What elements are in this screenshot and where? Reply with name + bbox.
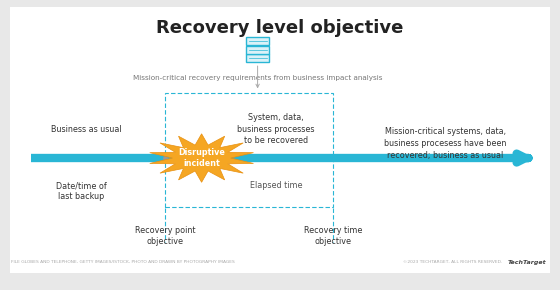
Text: Elapsed time: Elapsed time	[250, 181, 302, 190]
Text: Business as usual: Business as usual	[52, 124, 122, 134]
Text: FILE GLOBES AND TELEPHONE, GETTY IMAGES/ISTOCK, PHOTO AND DRAWN BY PHOTOGRAPHY I: FILE GLOBES AND TELEPHONE, GETTY IMAGES/…	[11, 260, 235, 264]
Text: Mission-critical systems, data,
business procesess have been
recovered; business: Mission-critical systems, data, business…	[384, 127, 506, 160]
Text: Recovery level objective: Recovery level objective	[156, 19, 404, 37]
Text: Disruptive
incident: Disruptive incident	[178, 148, 225, 168]
Bar	[165, 93, 333, 207]
Text: Mission-critical recovery requirements from business impact analysis: Mission-critical recovery requirements f…	[133, 75, 382, 81]
FancyBboxPatch shape	[246, 54, 269, 62]
Text: System, data,
business processes
to be recovered: System, data, business processes to be r…	[237, 113, 315, 145]
Text: ©2023 TECHTARGET, ALL RIGHTS RESERVED.: ©2023 TECHTARGET, ALL RIGHTS RESERVED.	[403, 260, 502, 264]
Text: Recovery point
objective: Recovery point objective	[135, 226, 195, 246]
FancyBboxPatch shape	[246, 46, 269, 54]
FancyBboxPatch shape	[10, 7, 550, 273]
Text: Date/time of
last backup: Date/time of last backup	[56, 182, 106, 201]
FancyBboxPatch shape	[246, 37, 269, 45]
Polygon shape	[150, 134, 254, 182]
Text: TechTarget: TechTarget	[507, 260, 546, 265]
Text: Recovery time
objective: Recovery time objective	[304, 226, 362, 246]
